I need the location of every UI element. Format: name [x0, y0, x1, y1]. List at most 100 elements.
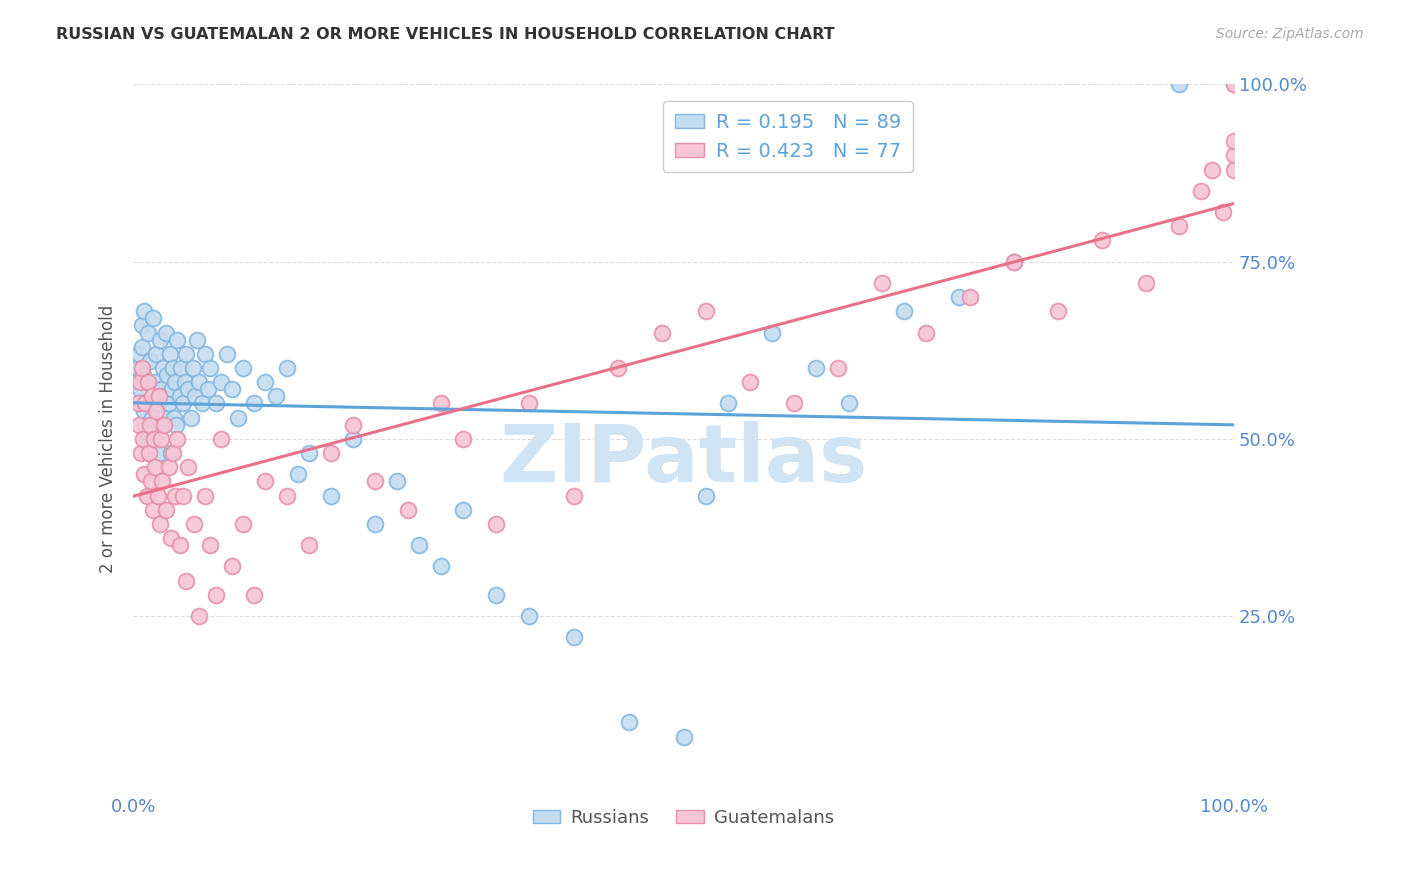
- Point: [169, 389, 191, 403]
- Point: [148, 446, 170, 460]
- Point: [162, 446, 184, 460]
- Point: [838, 396, 860, 410]
- Text: RUSSIAN VS GUATEMALAN 2 OR MORE VEHICLES IN HOUSEHOLD CORRELATION CHART: RUSSIAN VS GUATEMALAN 2 OR MORE VEHICLES…: [56, 27, 835, 42]
- Point: [163, 410, 186, 425]
- Point: [142, 311, 165, 326]
- Point: [128, 417, 150, 432]
- Point: [127, 396, 149, 410]
- Point: [364, 516, 387, 531]
- Point: [153, 417, 176, 432]
- Point: [200, 538, 222, 552]
- Point: [215, 347, 238, 361]
- Point: [184, 389, 207, 403]
- Point: [177, 382, 200, 396]
- Point: [172, 489, 194, 503]
- Point: [1223, 162, 1246, 177]
- Point: [398, 503, 420, 517]
- Point: [136, 432, 159, 446]
- Point: [157, 460, 180, 475]
- Point: [157, 396, 180, 410]
- Point: [177, 460, 200, 475]
- Point: [1189, 184, 1212, 198]
- Point: [159, 531, 181, 545]
- Point: [519, 609, 541, 624]
- Point: [364, 475, 387, 489]
- Point: [134, 304, 156, 318]
- Point: [142, 503, 165, 517]
- Legend: Russians, Guatemalans: Russians, Guatemalans: [526, 802, 842, 834]
- Point: [141, 410, 163, 425]
- Point: [1223, 134, 1246, 148]
- Point: [166, 432, 188, 446]
- Point: [162, 361, 184, 376]
- Point: [342, 417, 364, 432]
- Point: [1091, 234, 1114, 248]
- Point: [298, 446, 321, 460]
- Point: [672, 730, 695, 744]
- Point: [139, 354, 162, 368]
- Point: [948, 290, 970, 304]
- Point: [1201, 162, 1223, 177]
- Point: [200, 361, 222, 376]
- Point: [197, 382, 219, 396]
- Point: [298, 538, 321, 552]
- Point: [146, 396, 169, 410]
- Point: [143, 432, 166, 446]
- Point: [209, 375, 232, 389]
- Point: [134, 467, 156, 482]
- Point: [181, 361, 204, 376]
- Point: [188, 609, 211, 624]
- Point: [1167, 78, 1189, 92]
- Point: [430, 559, 453, 574]
- Point: [205, 588, 228, 602]
- Point: [143, 375, 166, 389]
- Point: [519, 396, 541, 410]
- Point: [149, 333, 172, 347]
- Point: [232, 516, 254, 531]
- Point: [221, 559, 243, 574]
- Y-axis label: 2 or more Vehicles in Household: 2 or more Vehicles in Household: [100, 305, 117, 573]
- Point: [165, 489, 187, 503]
- Point: [606, 361, 628, 376]
- Point: [254, 375, 277, 389]
- Point: [156, 368, 179, 383]
- Point: [276, 489, 298, 503]
- Point: [485, 516, 508, 531]
- Point: [146, 489, 169, 503]
- Point: [782, 396, 804, 410]
- Point: [149, 382, 172, 396]
- Point: [254, 475, 277, 489]
- Point: [134, 417, 156, 432]
- Point: [188, 375, 211, 389]
- Point: [131, 361, 153, 376]
- Point: [221, 382, 243, 396]
- Point: [169, 538, 191, 552]
- Point: [143, 460, 166, 475]
- Point: [266, 389, 288, 403]
- Point: [145, 347, 167, 361]
- Point: [1167, 219, 1189, 234]
- Point: [321, 489, 343, 503]
- Point: [243, 588, 266, 602]
- Point: [485, 588, 508, 602]
- Point: [738, 375, 761, 389]
- Point: [174, 347, 197, 361]
- Point: [132, 368, 155, 383]
- Point: [1002, 254, 1025, 268]
- Point: [169, 361, 191, 376]
- Point: [1002, 254, 1025, 268]
- Point: [134, 403, 156, 417]
- Point: [165, 417, 187, 432]
- Point: [136, 326, 159, 340]
- Point: [129, 382, 152, 396]
- Point: [453, 503, 475, 517]
- Point: [761, 326, 783, 340]
- Point: [453, 432, 475, 446]
- Point: [153, 410, 176, 425]
- Point: [205, 396, 228, 410]
- Text: ZIPatlas: ZIPatlas: [499, 421, 868, 500]
- Point: [180, 410, 202, 425]
- Point: [155, 503, 177, 517]
- Point: [870, 276, 893, 290]
- Point: [139, 475, 162, 489]
